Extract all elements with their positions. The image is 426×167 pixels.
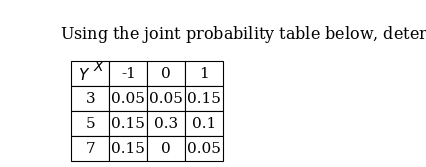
Bar [185, 136, 223, 161]
Bar [147, 61, 185, 86]
Bar [147, 111, 185, 136]
Text: 0: 0 [161, 67, 171, 81]
Bar [72, 86, 109, 111]
Bar [147, 136, 185, 161]
Text: 0.15: 0.15 [112, 117, 145, 131]
Bar [109, 111, 147, 136]
Text: 0.1: 0.1 [192, 117, 216, 131]
Bar [72, 111, 109, 136]
Text: 0: 0 [161, 142, 171, 156]
Bar [185, 86, 223, 111]
Bar [72, 136, 109, 161]
Bar [72, 61, 109, 86]
Text: 0.3: 0.3 [154, 117, 178, 131]
Text: Using the joint probability table below, determine $E(XY)$.: Using the joint probability table below,… [60, 24, 426, 45]
Text: 5: 5 [86, 117, 95, 131]
Bar [147, 86, 185, 111]
Text: 0.05: 0.05 [150, 92, 183, 106]
Text: $\mathit{X}$: $\mathit{X}$ [93, 60, 106, 74]
Text: 0.15: 0.15 [112, 142, 145, 156]
Text: 0.05: 0.05 [187, 142, 221, 156]
Text: 3: 3 [86, 92, 95, 106]
Text: $\mathit{Y}$: $\mathit{Y}$ [78, 67, 91, 83]
Text: 0.15: 0.15 [187, 92, 221, 106]
Bar [185, 61, 223, 86]
Text: 1: 1 [199, 67, 209, 81]
Text: 0.05: 0.05 [112, 92, 145, 106]
Text: 7: 7 [86, 142, 95, 156]
Bar [109, 61, 147, 86]
Bar [109, 86, 147, 111]
Bar [109, 136, 147, 161]
Bar [185, 111, 223, 136]
Text: -1: -1 [121, 67, 136, 81]
